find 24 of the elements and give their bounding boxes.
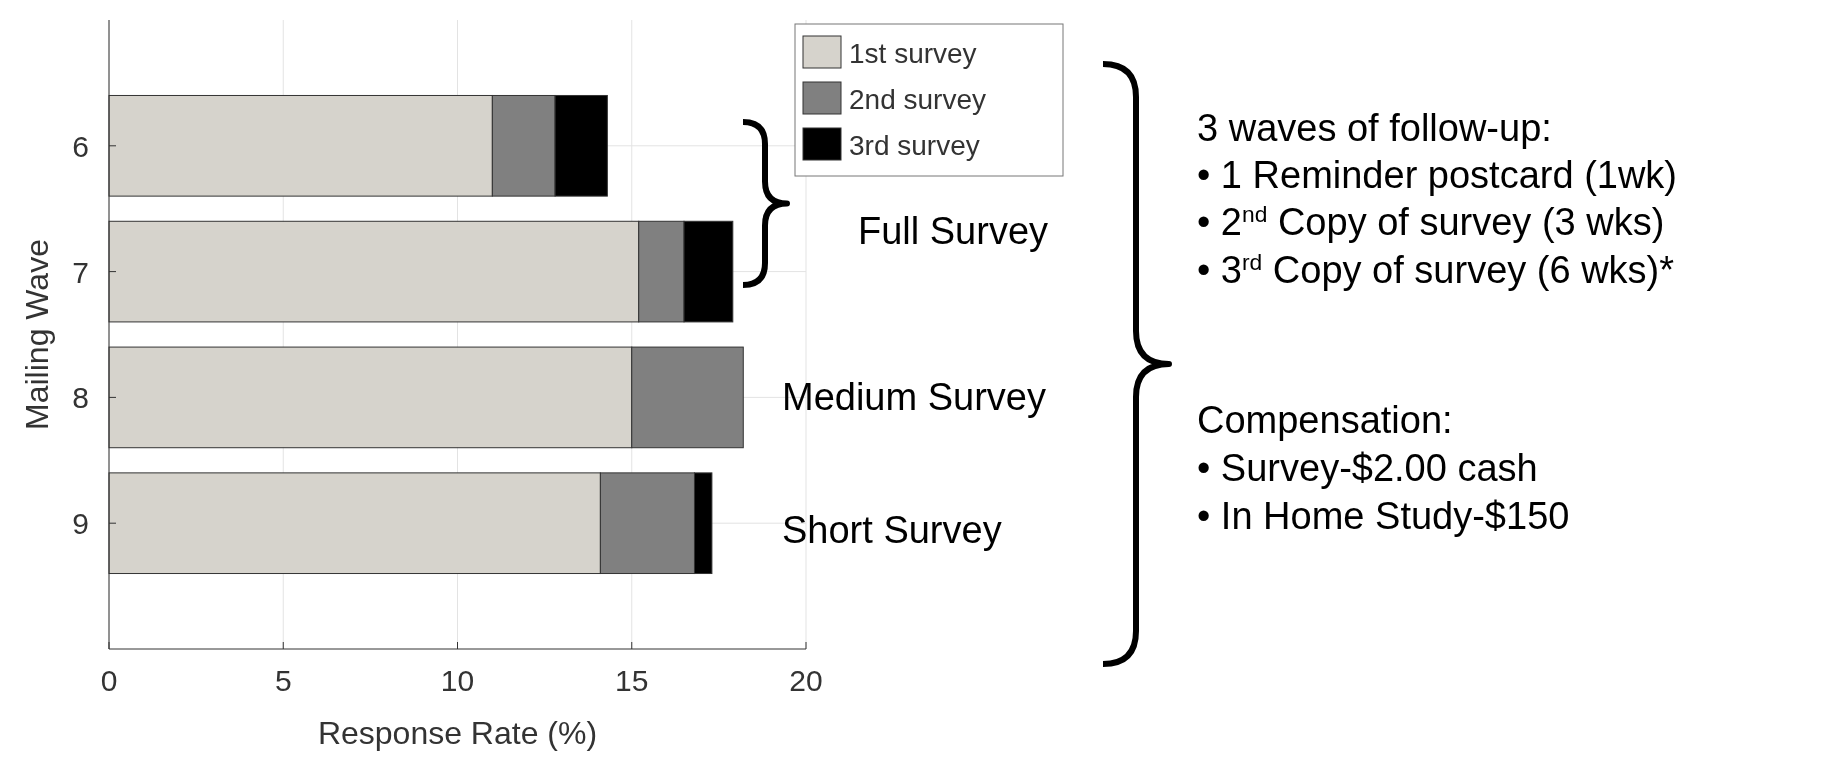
y-tick-label: 6 [72, 129, 89, 163]
text: • In Home Study-$150 [1197, 495, 1570, 537]
text: • 1 Reminder postcard (1wk) [1197, 154, 1678, 196]
x-tick-label: 5 [274, 664, 292, 697]
legend-label: 2nd survey [849, 84, 986, 115]
x-tick-label: 20 [789, 664, 823, 697]
x-axis-title: Response Rate (%) [317, 715, 598, 751]
text: 3 waves of follow-up: [1197, 107, 1552, 149]
annotation: Medium Survey [782, 376, 1046, 418]
x-tick-label: 15 [615, 664, 649, 697]
legend-label: 3rd survey [849, 130, 980, 161]
text: • Survey-$2.00 cash [1197, 447, 1538, 489]
y-axis-title: Mailing Wave [19, 239, 55, 430]
x-tick-label: 10 [440, 664, 475, 697]
text: Compensation: [1197, 399, 1453, 441]
text: • 3$^{rd}$ Copy of survey (6 wks)* [1197, 249, 1675, 291]
x-tick-label: 0 [100, 664, 118, 697]
legend-label: 1st survey [849, 38, 977, 69]
annotation: Short Survey [782, 509, 1002, 551]
text: • 2$^{nd}$ Copy of survey (3 wks) [1197, 201, 1665, 243]
y-tick-label: 9 [72, 507, 89, 541]
text: Full Survey [857, 210, 1049, 252]
y-tick-label: 8 [72, 381, 89, 415]
y-tick-label: 7 [72, 255, 89, 289]
